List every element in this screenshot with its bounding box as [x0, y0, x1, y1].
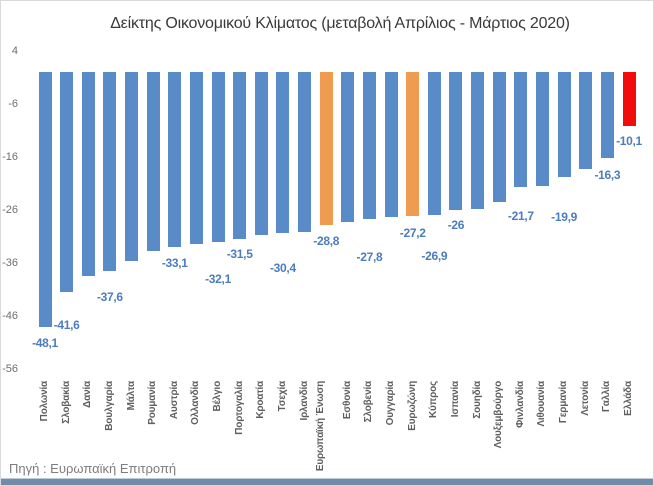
y-axis-tick-label: -6: [8, 98, 18, 110]
bar-Κύπρος: [427, 72, 441, 215]
bar-Φινλανδία: [514, 72, 528, 187]
bar-Βέλγιο: [211, 72, 225, 242]
bar-Σλοβενία: [362, 72, 376, 219]
y-axis-tick-label: -26: [2, 204, 18, 216]
bar-Ολλανδία: [189, 72, 203, 244]
x-axis-category-label: Βέλγιο: [212, 381, 224, 412]
x-axis-category-label: Ισπανία: [449, 381, 461, 418]
bar-data-label: -41,6: [53, 318, 80, 332]
y-axis-tick-label: -46: [2, 310, 18, 322]
x-axis-category-label: Δανία: [82, 381, 94, 408]
bar-data-label: -37,6: [96, 290, 123, 304]
source-note: Πηγή : Ευρωπαϊκή Επιτροπή: [9, 461, 177, 476]
bar-data-label: -32,1: [205, 272, 231, 286]
x-axis-category-label: Σουηδία: [471, 381, 483, 419]
x-axis-category-label: Γαλλία: [601, 381, 613, 413]
bar-data-label: -31,5: [226, 247, 253, 261]
bar-Ουγγαρία: [384, 72, 398, 217]
x-axis-category-label: Ιρλανδία: [298, 381, 310, 421]
bar-Εσθονία: [341, 72, 355, 222]
bar-Ευρωζώνη: [406, 72, 420, 216]
bar-Πορτογαλία: [233, 72, 247, 239]
bar-Ισπανία: [449, 72, 463, 210]
bar-Ελλάδα: [622, 72, 636, 126]
bar-Λουξεμβούργο: [492, 72, 506, 202]
bar-data-label: -21,7: [507, 209, 534, 223]
bar-data-label: -19,9: [551, 210, 578, 224]
bar-data-label: -30,4: [269, 261, 296, 275]
y-axis-tick-label: 4: [11, 45, 18, 57]
bar-data-label: -27,8: [356, 250, 383, 264]
bar-data-label: -26: [447, 218, 465, 232]
bar-Γαλλία: [600, 72, 614, 158]
bar-Πολωνία: [38, 72, 52, 327]
bar-Αυστρία: [168, 72, 182, 247]
bar-Μάλτα: [125, 72, 139, 261]
x-axis-category-label: Γερμανία: [558, 381, 570, 424]
bar-Δανία: [81, 72, 95, 276]
y-axis-tick-label: -36: [2, 257, 18, 269]
bar-Σουηδία: [471, 72, 485, 209]
x-axis-category-label: Βουλγαρία: [103, 381, 115, 431]
x-axis-category-label: Σλοβακία: [60, 381, 72, 424]
x-axis-category-label: Ελλάδα: [623, 381, 634, 416]
bar-data-label: -48,1: [32, 336, 58, 350]
bar-data-label: -26,9: [421, 249, 448, 263]
bar-Λιθουανία: [535, 72, 549, 186]
x-axis-category-label: Λιθουανία: [536, 381, 548, 427]
bar-Βουλγαρία: [103, 72, 117, 271]
bar-Ρουμανία: [146, 72, 160, 251]
bar-data-label: -27,2: [399, 226, 426, 240]
x-axis-category-label: Τσεχία: [276, 381, 288, 412]
x-axis-category-label: Ευρωζώνη: [406, 381, 418, 431]
x-axis-category-label: Πολωνία: [39, 381, 50, 422]
bar-data-label: -16,3: [594, 168, 621, 182]
x-axis-category-label: Λουξεμβούργο: [493, 381, 505, 449]
x-axis-category-label: Μάλτα: [125, 381, 137, 411]
bar-Σλοβακία: [60, 72, 74, 292]
y-axis-tick-label: -16: [2, 151, 18, 163]
bar-Ιρλανδία: [298, 72, 312, 232]
bar-Τσεχία: [276, 72, 290, 233]
bar-Ευρωπαϊκή Ένωση: [319, 72, 333, 225]
x-axis-category-label: Σλοβενία: [363, 381, 375, 423]
bar-Κροατία: [254, 72, 268, 235]
x-axis-category-label: Λετονία: [579, 381, 591, 416]
x-axis-category-label: Εσθονία: [341, 381, 353, 420]
x-axis-category-label: Ολλανδία: [190, 381, 202, 425]
x-axis-category-label: Φινλανδία: [514, 381, 526, 428]
y-axis-tick-label: -56: [2, 363, 18, 375]
x-axis-category-label: Κροατία: [255, 381, 267, 419]
bar-Γερμανία: [557, 72, 571, 177]
bar-data-label: -28,8: [313, 234, 340, 248]
chart-title: Δείκτης Οικονομικού Κλίματος (μεταβολή Α…: [110, 15, 570, 32]
x-axis-category-label: Αυστρία: [168, 381, 180, 420]
bar-data-label: -10,1: [616, 134, 642, 148]
x-axis-category-label: Ευρωπαϊκή Ένωση: [315, 381, 327, 472]
x-axis-category-label: Πορτογαλία: [233, 381, 245, 435]
x-axis-category-label: Ρουμανία: [147, 381, 159, 425]
bar-data-label: -33,1: [161, 256, 188, 270]
bottom-strip: [1, 478, 653, 485]
bar-Λετονία: [579, 72, 593, 169]
x-axis-category-label: Ουγγαρία: [385, 381, 397, 426]
x-axis-category-label: Κύπρος: [428, 381, 440, 418]
